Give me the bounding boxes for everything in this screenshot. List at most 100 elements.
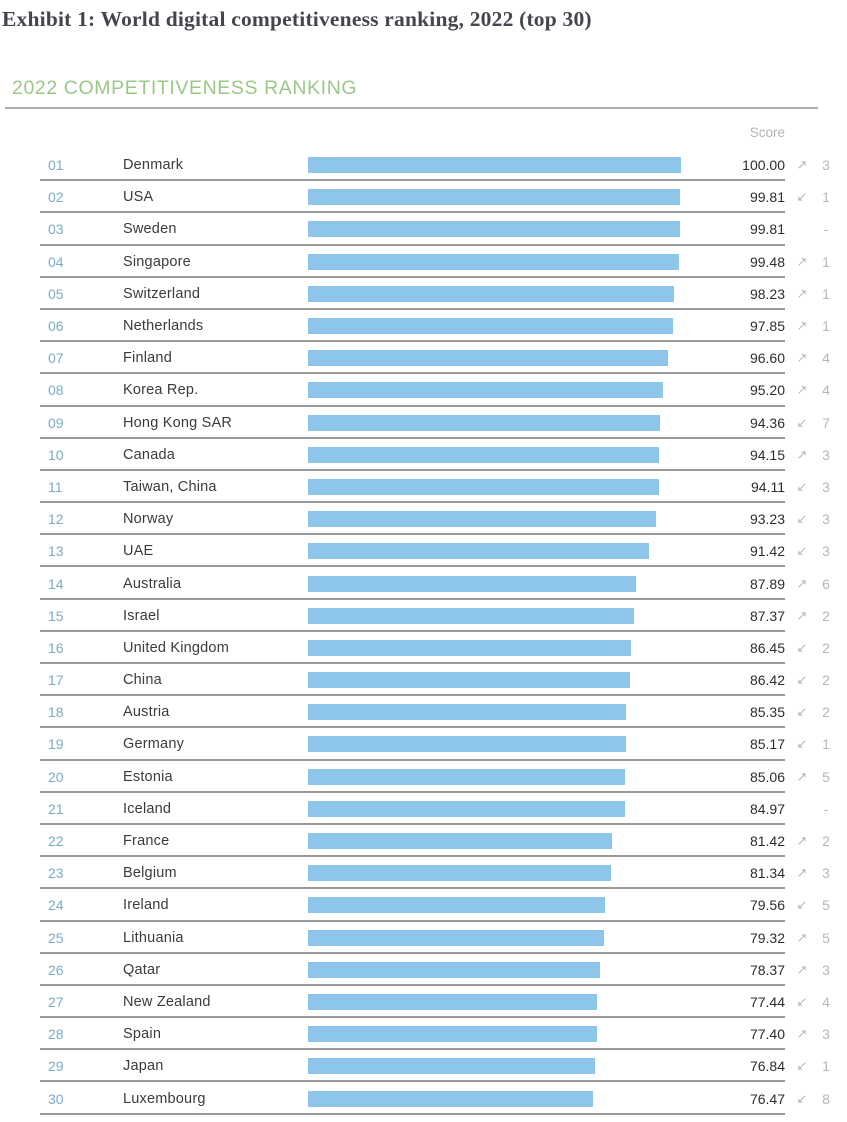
change-value: 5 (822, 897, 830, 914)
score-bar (308, 607, 634, 624)
trend-up-icon: ↗ (796, 575, 808, 591)
rank-label: 27 (48, 993, 64, 1010)
change-value: 1 (822, 1058, 830, 1075)
trend-up-icon: ↗ (796, 350, 808, 366)
rank-label: 20 (48, 768, 64, 785)
trend-down-icon: ↙ (796, 704, 808, 720)
trend-down-icon: ↙ (796, 543, 808, 559)
change-value: 1 (822, 736, 830, 753)
score-value: 97.85 (749, 318, 785, 335)
table-row: 11 Taiwan, China 94.11 ↙ 3 (0, 471, 847, 504)
change-value: 7 (822, 414, 830, 431)
table-row: 16 United Kingdom 86.45 ↙ 2 (0, 632, 847, 665)
country-label: Sweden (123, 221, 177, 238)
trend-up-icon: ↗ (796, 929, 808, 945)
rank-label: 21 (48, 800, 64, 817)
rank-label: 03 (48, 221, 64, 238)
table-row: 24 Ireland 79.56 ↙ 5 (0, 889, 847, 922)
table-row: 07 Finland 96.60 ↗ 4 (0, 342, 847, 375)
score-value: 84.97 (749, 800, 785, 817)
country-label: Australia (123, 575, 182, 592)
score-value: 78.37 (749, 961, 785, 978)
score-value: 94.11 (751, 478, 785, 495)
score-bar (308, 253, 680, 270)
country-label: Taiwan, China (123, 478, 217, 495)
heading-rule (5, 107, 818, 109)
exhibit-page: Exhibit 1: World digital competitiveness… (0, 7, 847, 1122)
score-bar (308, 478, 659, 495)
country-label: Switzerland (123, 285, 201, 302)
score-value: 76.84 (749, 1058, 785, 1075)
rank-label: 17 (48, 672, 64, 689)
change-value: 1 (822, 189, 830, 206)
table-row: 05 Switzerland 98.23 ↗ 1 (0, 278, 847, 311)
table-row: 08 Korea Rep. 95.20 ↗ 4 (0, 374, 847, 407)
score-bar (308, 929, 604, 946)
country-label: Iceland (123, 800, 172, 817)
score-value: 81.34 (749, 865, 785, 882)
score-bar (308, 961, 601, 978)
trend-down-icon: ↙ (796, 414, 808, 430)
country-label: Singapore (123, 253, 191, 270)
change-value: 3 (822, 511, 830, 528)
score-bar (308, 285, 675, 302)
change-value: 1 (822, 253, 830, 270)
score-column-header: Score (749, 125, 785, 140)
table-row: 13 UAE 91.42 ↙ 3 (0, 535, 847, 568)
score-bar (308, 1058, 595, 1075)
change-value: 4 (822, 993, 830, 1010)
score-value: 98.23 (749, 285, 785, 302)
country-label: Netherlands (123, 318, 204, 335)
country-label: France (123, 833, 170, 850)
trend-up-icon: ↗ (796, 961, 808, 977)
table-row: 09 Hong Kong SAR 94.36 ↙ 7 (0, 407, 847, 439)
rank-label: 23 (48, 865, 64, 882)
score-value: 94.15 (749, 446, 785, 463)
change-value: 4 (822, 382, 830, 399)
trend-down-icon: ↙ (796, 511, 808, 527)
country-label: Finland (123, 350, 172, 367)
rank-label: 11 (48, 478, 63, 495)
page-title: Exhibit 1: World digital competitiveness… (2, 7, 592, 31)
rank-label: 07 (48, 350, 64, 367)
rank-label: 08 (48, 382, 64, 399)
score-bar (308, 704, 627, 721)
score-value: 100.00 (742, 157, 785, 174)
score-bar (308, 350, 669, 367)
score-value: 77.44 (749, 993, 785, 1010)
score-bar (308, 543, 649, 560)
score-bar (308, 639, 631, 656)
score-bar (308, 221, 681, 238)
country-label: Korea Rep. (123, 382, 199, 399)
change-value: 3 (822, 157, 830, 174)
trend-up-icon: ↗ (796, 382, 808, 398)
rank-label: 30 (48, 1090, 64, 1107)
table-row: 27 New Zealand 77.44 ↙ 4 (0, 986, 847, 1019)
change-value: 4 (822, 350, 830, 367)
score-value: 79.56 (749, 897, 785, 914)
change-value: 2 (822, 639, 830, 656)
trend-up-icon: ↗ (796, 446, 808, 462)
score-value: 85.06 (749, 768, 785, 785)
score-value: 85.17 (749, 736, 785, 753)
change-value: 2 (822, 704, 830, 721)
rank-label: 02 (48, 189, 64, 206)
table-row: 25 Lithuania 79.32 ↗ 5 (0, 922, 847, 954)
country-label: Denmark (123, 157, 184, 174)
score-value: 79.32 (749, 929, 785, 946)
country-label: China (123, 672, 162, 689)
rank-label: 25 (48, 929, 64, 946)
section-heading: 2022 COMPETITIVENESS RANKING (12, 77, 358, 99)
rank-label: 10 (48, 446, 64, 463)
trend-up-icon: ↗ (796, 607, 808, 623)
change-value: 1 (822, 285, 830, 302)
table-row: 29 Japan 76.84 ↙ 1 (0, 1050, 847, 1083)
trend-up-icon: ↗ (796, 768, 808, 784)
trend-down-icon: ↙ (796, 189, 808, 205)
score-value: 77.40 (749, 1026, 785, 1043)
trend-down-icon: ↙ (796, 672, 808, 688)
trend-down-icon: ↙ (796, 478, 808, 494)
change-value: - (823, 221, 829, 238)
table-row: 30 Luxembourg 76.47 ↙ 8 (0, 1082, 847, 1115)
trend-down-icon: ↙ (796, 993, 808, 1009)
